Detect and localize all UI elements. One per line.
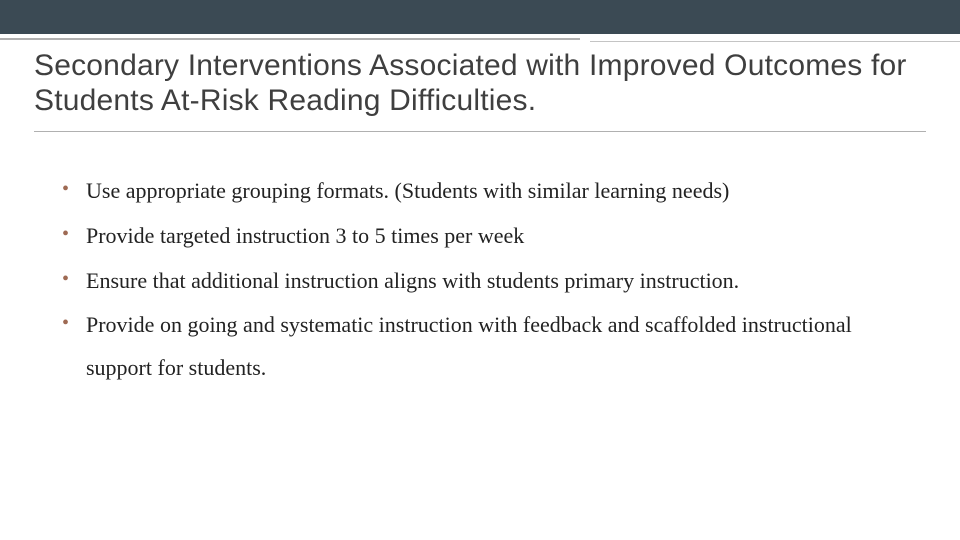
bullet-item: Provide targeted instruction 3 to 5 time… — [62, 215, 914, 258]
bullet-item: Provide on going and systematic instruct… — [62, 304, 914, 390]
topbar — [0, 0, 960, 34]
slide-title: Secondary Interventions Associated with … — [0, 44, 960, 131]
slide: Secondary Interventions Associated with … — [0, 0, 960, 540]
bullet-list: Use appropriate grouping formats. (Stude… — [62, 170, 914, 390]
slide-body: Use appropriate grouping formats. (Stude… — [0, 132, 960, 390]
bullet-item: Use appropriate grouping formats. (Stude… — [62, 170, 914, 213]
bullet-item: Ensure that additional instruction align… — [62, 260, 914, 303]
topbar-divider — [0, 34, 960, 44]
